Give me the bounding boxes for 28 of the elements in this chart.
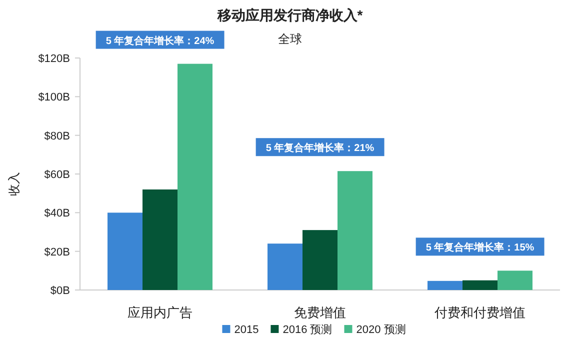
bar (268, 244, 302, 290)
bar (428, 280, 462, 290)
bar (462, 280, 498, 290)
bar (178, 64, 212, 290)
text: 5 年复合年增长率：24% (106, 34, 214, 47)
y-tick-label: $0B (50, 285, 70, 297)
y-tick-label: $40B (44, 208, 70, 220)
annotation: 5 年复合年增长率：15% (426, 242, 534, 254)
bar (142, 189, 178, 290)
chart-title: 移动应用发行商净收入* (216, 7, 364, 23)
y-tick-label: $20B (44, 246, 70, 258)
y-tick-label: $80B (44, 130, 70, 142)
x-tick-label: 免费增值 (294, 305, 346, 320)
bar (498, 270, 532, 290)
legend-label: 2016 预测 (282, 324, 332, 336)
bar (302, 230, 338, 290)
bar (338, 171, 372, 290)
y-tick-label: $120B (38, 53, 70, 65)
y-axis-title: 收入 (7, 172, 21, 196)
bar (108, 212, 142, 290)
legend-label: 2015 (234, 324, 259, 336)
x-tick-label: 付费和付费增值 (434, 305, 526, 320)
y-tick-label: $100B (38, 92, 70, 104)
legend-label: 2020 预测 (356, 324, 406, 336)
x-tick-label: 应用内广告 (128, 305, 192, 320)
y-tick-label: $60B (44, 169, 70, 181)
chart-subtitle: 全球 (278, 32, 302, 46)
annotation: 5 年复合年增长率：21% (266, 142, 374, 154)
